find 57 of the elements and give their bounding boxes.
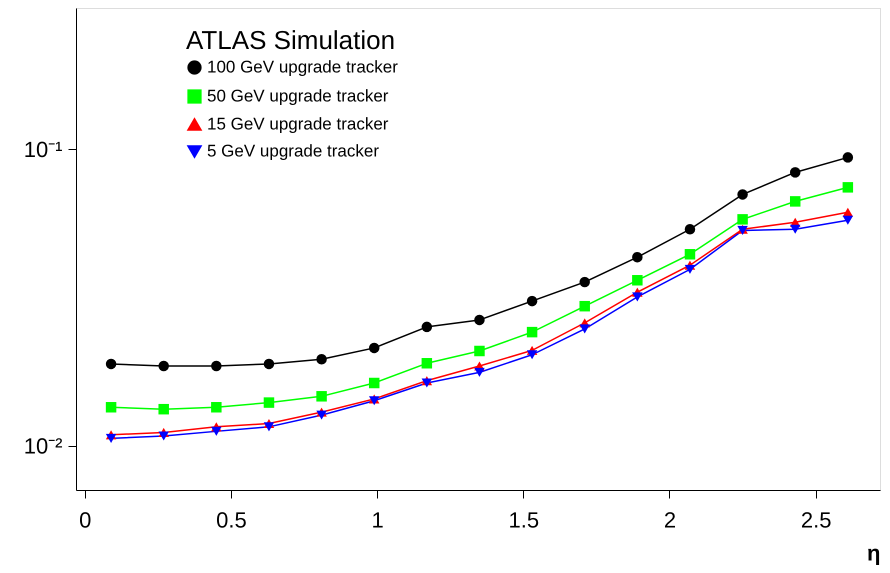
point	[579, 324, 590, 334]
point	[422, 358, 432, 369]
point	[684, 224, 696, 234]
x-axis-title: η	[867, 540, 880, 566]
point	[579, 276, 590, 288]
x-tick-label: 1	[372, 508, 384, 532]
point	[316, 410, 327, 420]
point	[264, 358, 274, 370]
x-tick-label: 2	[664, 508, 676, 532]
point	[842, 216, 854, 225]
point	[158, 404, 169, 414]
x-tick-label: 1.5	[508, 508, 540, 532]
point	[474, 314, 485, 326]
legend-label: 50 GeV upgrade tracker	[207, 86, 389, 106]
point	[316, 354, 327, 364]
point	[526, 296, 538, 306]
x-tick-label: 2.5	[800, 508, 832, 532]
legend-title: ATLAS Simulation	[186, 25, 396, 55]
point	[790, 224, 800, 234]
x-tick-label: 0	[79, 508, 92, 532]
point	[106, 358, 116, 370]
legend-label: 100 GeV upgrade tracker	[207, 58, 398, 76]
legend-label: 15 GeV upgrade tracker	[207, 114, 389, 134]
point	[158, 431, 169, 441]
point	[368, 378, 380, 388]
point	[842, 152, 854, 163]
point	[632, 252, 643, 262]
point	[790, 196, 800, 207]
point	[526, 326, 538, 338]
point	[211, 360, 222, 372]
point	[158, 360, 169, 372]
point	[790, 167, 800, 178]
point	[632, 292, 643, 302]
legend-label: 5 GeV upgrade tracker	[207, 142, 380, 160]
point	[211, 402, 222, 413]
point	[106, 402, 116, 413]
point	[684, 264, 696, 274]
point	[422, 378, 432, 388]
point	[737, 189, 748, 200]
point	[106, 434, 116, 443]
point	[422, 322, 432, 332]
point	[632, 275, 643, 286]
point	[579, 300, 590, 312]
y-tick-label: 10⁻¹	[24, 136, 62, 162]
point	[264, 397, 274, 408]
point	[264, 422, 274, 432]
point	[526, 350, 538, 360]
point	[368, 342, 380, 354]
y-tick-label: 10⁻²	[24, 433, 62, 458]
point	[474, 368, 485, 377]
point	[737, 214, 748, 225]
point	[474, 346, 485, 356]
x-tick-label: 0.5	[216, 508, 247, 532]
point	[842, 182, 854, 193]
point	[211, 426, 222, 436]
point	[684, 249, 696, 260]
point	[316, 391, 327, 402]
